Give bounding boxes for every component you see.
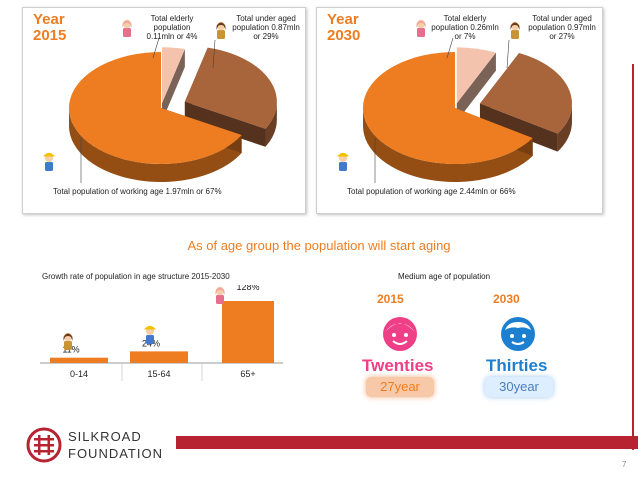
year-value: 2015	[33, 27, 67, 44]
under-aged-caption: Total under aged population 0.87mln or 2…	[232, 14, 300, 41]
under-aged-caption: Total under aged population 0.97mln or 2…	[528, 14, 596, 41]
pie-slice-elderly	[162, 47, 185, 122]
year-word: Year	[33, 11, 65, 28]
growth-chart-title: Growth rate of population in age structu…	[42, 272, 230, 281]
median-year-2015: 2015	[377, 292, 404, 306]
panel-year-label: Year 2030	[327, 12, 360, 44]
category-label: 65+	[240, 369, 255, 379]
footer-accent-bar	[176, 436, 638, 449]
category-label: 0-14	[70, 369, 88, 379]
median-year-2030: 2030	[493, 292, 520, 306]
median-word-2030: Thirties	[486, 356, 548, 375]
person-icon	[122, 19, 132, 37]
pie-slice-under-aged	[479, 52, 572, 152]
median-age-title: Medium age of population	[398, 272, 491, 281]
headline: As of age group the population will star…	[187, 238, 451, 253]
person-icon	[215, 286, 225, 304]
worker-icon	[337, 152, 349, 171]
blue-face-icon	[501, 317, 535, 351]
person-icon	[510, 21, 520, 39]
panel-year-label: Year 2015	[33, 12, 66, 44]
elderly-caption: Total elderly population 0.11mln or 4%	[146, 14, 198, 41]
pie-slice-under-aged	[184, 47, 277, 147]
right-accent-line	[632, 64, 634, 450]
category-label: 15-64	[147, 369, 170, 379]
bar-0-14	[50, 357, 108, 363]
year-value: 2030	[327, 27, 361, 44]
bar-65+	[222, 301, 274, 363]
person-icon	[416, 19, 426, 37]
working-age-caption: Total population of working age 1.97mln …	[53, 187, 222, 196]
median-years-2015: 27year	[366, 377, 434, 397]
working-age-caption: Total population of working age 2.44mln …	[347, 187, 516, 196]
worker-icon	[144, 325, 156, 344]
leader-line	[212, 39, 216, 69]
leader-line	[506, 39, 510, 69]
silkroad-logo-icon	[26, 427, 62, 463]
leader-line	[152, 37, 160, 59]
brand-name: SILKROAD	[68, 429, 142, 444]
person-icon	[63, 332, 73, 350]
pie-slice-elderly	[456, 47, 496, 122]
pie-panel-2030: Year 2030 Total elderly population 0.26m…	[316, 7, 603, 214]
elderly-caption: Total elderly population 0.26mln or 7%	[431, 14, 499, 41]
pie-slice-working-age	[363, 52, 533, 183]
year-word: Year	[327, 11, 359, 28]
person-icon	[216, 21, 226, 39]
pie-chart-2015	[43, 19, 277, 183]
bar-15-64	[130, 351, 188, 363]
pink-face-icon	[383, 317, 417, 351]
bar-value-label: 128%	[236, 285, 259, 292]
page-number: 7	[622, 460, 627, 469]
pie-panel-2015: Year 2015 Total elderly population 0.11m…	[22, 7, 306, 214]
leader-line	[446, 37, 454, 59]
pie-chart-2030	[337, 19, 572, 183]
worker-icon	[43, 152, 55, 171]
median-word-2015: Twenties	[362, 356, 434, 375]
pie-slice-working-age	[69, 52, 242, 183]
median-years-2030: 30year	[485, 377, 553, 397]
brand-subname: FOUNDATION	[68, 446, 163, 461]
